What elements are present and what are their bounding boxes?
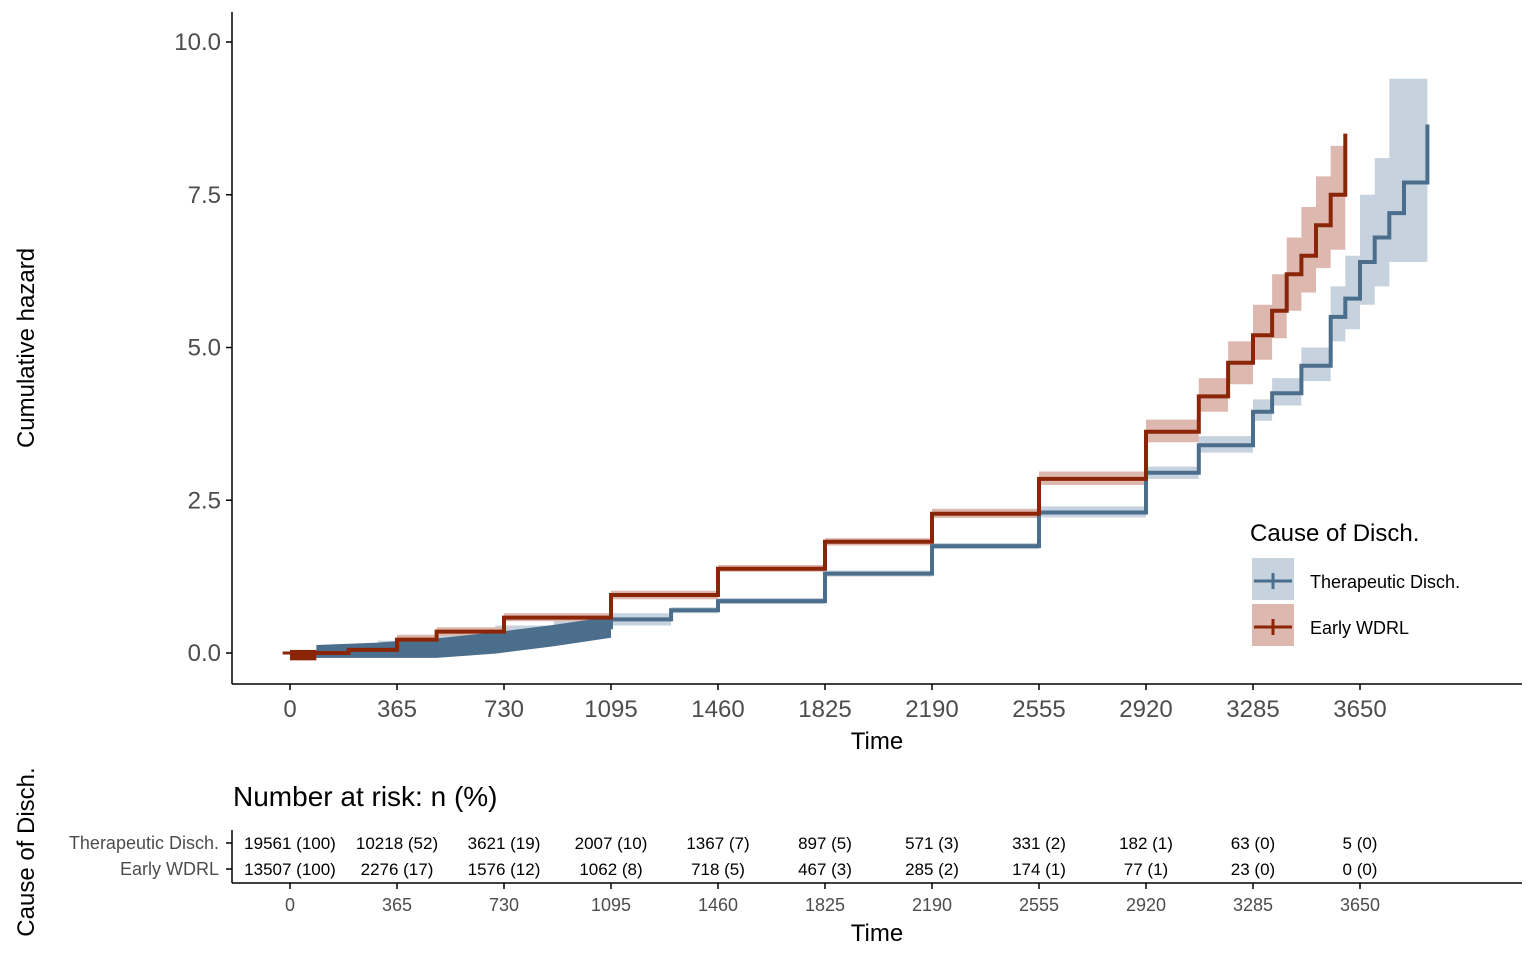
risk-row-label: Early WDRL bbox=[120, 859, 219, 879]
y-tick-label: 5.0 bbox=[188, 335, 221, 362]
risk-cell: 5 (0) bbox=[1343, 834, 1378, 853]
risk-x-tick-label: 2555 bbox=[1019, 895, 1059, 915]
risk-cell: 1367 (7) bbox=[686, 834, 749, 853]
x-tick-label: 365 bbox=[377, 696, 417, 723]
risk-cell: 1576 (12) bbox=[468, 860, 541, 879]
risk-cell: 63 (0) bbox=[1231, 834, 1275, 853]
censor-block-early bbox=[290, 649, 317, 661]
series-line-early bbox=[290, 133, 1348, 655]
risk-y-axis-label: Cause of Disch. bbox=[13, 767, 40, 936]
x-tick-label: 1460 bbox=[691, 696, 744, 723]
x-tick-label: 2920 bbox=[1119, 696, 1172, 723]
x-tick-label: 2190 bbox=[905, 696, 958, 723]
risk-x-tick-label: 0 bbox=[285, 895, 295, 915]
band-therapeutic bbox=[290, 78, 1428, 653]
risk-x-tick-label: 3650 bbox=[1340, 895, 1380, 915]
risk-cell: 0 (0) bbox=[1343, 860, 1378, 879]
x-axis-label: Time bbox=[851, 728, 903, 755]
risk-cell: 2276 (17) bbox=[361, 860, 434, 879]
risk-cell: 13507 (100) bbox=[244, 860, 336, 879]
x-ticks: 0 365 730 1095 1460 1825 2190 2555 2920 3285 3650 bbox=[283, 684, 1387, 723]
x-tick-label: 3650 bbox=[1333, 696, 1386, 723]
x-tick-label: 730 bbox=[484, 696, 524, 723]
risk-cell: 3621 (19) bbox=[468, 834, 541, 853]
risk-x-tick-label: 3285 bbox=[1233, 895, 1273, 915]
series-lines bbox=[282, 124, 1430, 661]
risk-x-axis-label: Time bbox=[851, 920, 903, 947]
risk-cell: 174 (1) bbox=[1012, 860, 1066, 879]
risk-x-tick-label: 1460 bbox=[698, 895, 738, 915]
x-tick-label: 1095 bbox=[584, 696, 637, 723]
y-tick-label: 7.5 bbox=[188, 182, 221, 209]
risk-row-label: Therapeutic Disch. bbox=[69, 833, 219, 853]
risk-cell: 77 (1) bbox=[1124, 860, 1168, 879]
confidence-bands bbox=[290, 78, 1428, 654]
risk-cell: 23 (0) bbox=[1231, 860, 1275, 879]
y-tick-label: 0.0 bbox=[188, 640, 221, 667]
legend-label-therapeutic: Therapeutic Disch. bbox=[1310, 572, 1460, 592]
risk-x-tick-label: 730 bbox=[489, 895, 519, 915]
risk-x-tick-label: 365 bbox=[382, 895, 412, 915]
risk-cells: Therapeutic Disch. 19561 (100) 10218 (52) 3… bbox=[69, 833, 1380, 915]
x-tick-label: 1825 bbox=[798, 696, 851, 723]
y-ticks: 0.0 2.5 5.0 7.5 10.0 bbox=[174, 29, 232, 667]
y-tick-label: 2.5 bbox=[188, 487, 221, 514]
legend: Cause of Disch. Therapeutic Disch. Early… bbox=[1250, 520, 1460, 646]
risk-cell: 718 (5) bbox=[691, 860, 745, 879]
risk-x-tick-label: 1825 bbox=[805, 895, 845, 915]
risk-x-tick-label: 2190 bbox=[912, 895, 952, 915]
series-line-therapeutic bbox=[290, 124, 1430, 655]
y-axis-label: Cumulative hazard bbox=[13, 248, 40, 448]
risk-cell: 571 (3) bbox=[905, 834, 959, 853]
x-tick-label: 0 bbox=[283, 696, 296, 723]
risk-cell: 10218 (52) bbox=[356, 834, 438, 853]
risk-x-tick-label: 2920 bbox=[1126, 895, 1166, 915]
risk-table-title: Number at risk: n (%) bbox=[233, 781, 498, 812]
risk-cell: 2007 (10) bbox=[575, 834, 648, 853]
risk-cell: 1062 (8) bbox=[579, 860, 642, 879]
risk-x-tick-label: 1095 bbox=[591, 895, 631, 915]
legend-label-early: Early WDRL bbox=[1310, 618, 1409, 638]
y-tick-label: 10.0 bbox=[174, 29, 221, 56]
x-tick-label: 3285 bbox=[1226, 696, 1279, 723]
risk-cell: 182 (1) bbox=[1119, 834, 1173, 853]
x-tick-label: 2555 bbox=[1012, 696, 1065, 723]
risk-cell: 897 (5) bbox=[798, 834, 852, 853]
risk-cell: 19561 (100) bbox=[244, 834, 336, 853]
risk-cell: 285 (2) bbox=[905, 860, 959, 879]
risk-table: Number at risk: n (%) Cause of Disch. Ti… bbox=[13, 767, 1522, 947]
legend-title: Cause of Disch. bbox=[1250, 520, 1419, 547]
risk-cell: 331 (2) bbox=[1012, 834, 1066, 853]
risk-cell: 467 (3) bbox=[798, 860, 852, 879]
